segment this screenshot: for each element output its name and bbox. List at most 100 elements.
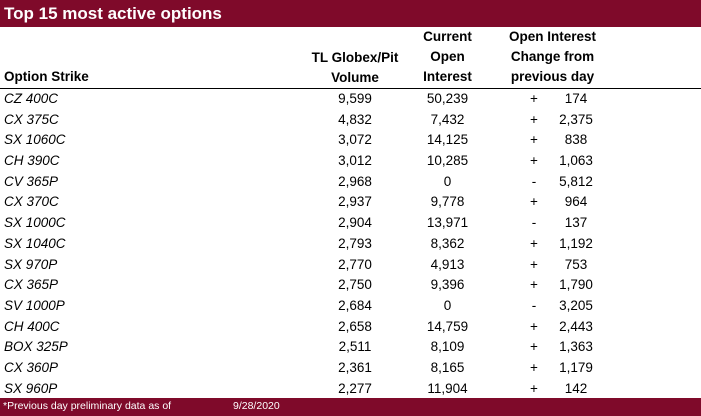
change-sign-cell: - — [531, 297, 537, 313]
option-strike-cell: CH 390C — [4, 153, 60, 169]
table-row: CV 365P 2,968 0 - 5,812 — [0, 172, 701, 193]
oi-change-cell: 2,443 — [559, 318, 593, 334]
option-strike-cell: CH 400C — [4, 318, 60, 334]
volume-cell: 3,072 — [338, 132, 372, 148]
table-row: CH 400C 2,658 14,759 +2,443 — [0, 317, 701, 338]
header-change-line-2: Change from — [510, 49, 595, 64]
volume-cell: 9,599 — [338, 91, 372, 106]
change-sign-cell: + — [530, 235, 538, 251]
header-volume-line-2: Volume — [331, 70, 379, 85]
volume-cell: 2,658 — [338, 318, 372, 334]
open-interest-cell: 8,109 — [430, 339, 465, 355]
table-row: SV 1000P 2,684 0 - 3,205 — [0, 296, 701, 317]
footer-date: 9/28/2020 — [233, 400, 280, 412]
table-row: SX 960P 2,277 11,904 +142 — [0, 379, 701, 400]
oi-change-cell: 964 — [564, 194, 588, 210]
open-interest-cell: 8,165 — [430, 359, 465, 375]
oi-change-cell: 1,179 — [559, 359, 593, 375]
volume-cell: 2,684 — [338, 297, 372, 313]
option-strike-cell: CX 375C — [4, 111, 59, 127]
table-row: SX 1000C 2,904 13,971 - 137 — [0, 213, 701, 234]
table-row: SX 1060C 3,072 14,125 +838 — [0, 130, 701, 151]
header-oi-line-3: Interest — [423, 69, 472, 84]
volume-cell: 2,968 — [338, 173, 372, 189]
oi-change-cell: 2,375 — [559, 111, 593, 127]
volume-cell: 2,904 — [338, 215, 372, 231]
oi-change-cell: 137 — [564, 215, 588, 231]
option-strike-cell: SX 1040C — [4, 235, 66, 251]
oi-change-cell: 1,363 — [559, 339, 593, 355]
volume-cell: 2,793 — [338, 235, 372, 251]
volume-cell: 2,750 — [338, 277, 372, 293]
change-sign-cell: + — [530, 153, 538, 169]
footer-divider — [0, 398, 701, 400]
table-row: CX 370C 2,937 9,778 +964 — [0, 192, 701, 213]
change-sign-cell: + — [530, 318, 538, 334]
open-interest-cell: 7,432 — [430, 111, 465, 127]
footer-note: *Previous day preliminary data as of — [3, 400, 172, 412]
table-row: SX 1040C 2,793 8,362 +1,192 — [0, 234, 701, 255]
change-sign-cell: + — [530, 277, 538, 293]
option-strike-cell: CZ 400C — [4, 91, 59, 106]
options-table-body: CZ 400C 9,599 50,239 +174 CX 375C 4,832 7,432 +… — [0, 89, 701, 399]
header-volume: TL Globex/Pit Volume — [300, 48, 410, 88]
open-interest-cell: 4,913 — [430, 256, 465, 272]
option-strike-cell: CX 360P — [4, 359, 59, 375]
change-sign-cell: + — [530, 339, 538, 355]
change-sign-cell: + — [530, 132, 538, 148]
table-row: CX 375C 4,832 7,432 +2,375 — [0, 110, 701, 131]
table-row: BOX 325P 2,511 8,109 +1,363 — [0, 337, 701, 358]
footer-bar: *Previous day preliminary data as of 9/2… — [0, 400, 701, 416]
open-interest-cell: 14,759 — [426, 318, 469, 334]
option-strike-cell: SX 960P — [4, 380, 58, 396]
oi-change-cell: 3,205 — [559, 297, 593, 313]
volume-cell: 2,361 — [338, 359, 372, 375]
open-interest-cell: 9,396 — [430, 277, 465, 293]
header-oi-line-1: Current — [423, 29, 472, 44]
table-row: CX 365P 2,750 9,396 +1,790 — [0, 275, 701, 296]
open-interest-cell: 10,285 — [426, 153, 469, 169]
oi-change-cell: 838 — [564, 132, 588, 148]
change-sign-cell: + — [530, 111, 538, 127]
option-strike-cell: SX 1060C — [4, 132, 66, 148]
option-strike-cell: SX 1000C — [4, 215, 66, 231]
option-strike-cell: SV 1000P — [4, 297, 65, 313]
option-strike-cell: BOX 325P — [4, 339, 68, 355]
header-volume-line-1: TL Globex/Pit — [311, 50, 399, 65]
header-option-strike: Option Strike — [4, 69, 89, 84]
option-strike-cell: CX 370C — [4, 194, 59, 210]
header-oi-line-2: Open — [430, 49, 465, 64]
volume-cell: 2,770 — [338, 256, 372, 272]
open-interest-cell: 50,239 — [426, 91, 469, 106]
open-interest-cell: 0 — [443, 297, 452, 313]
volume-cell: 2,937 — [338, 194, 372, 210]
header-oi-change: Open Interest Change from previous day — [490, 27, 615, 87]
change-sign-cell: + — [530, 380, 538, 396]
header-divider — [0, 88, 701, 89]
option-strike-cell: SX 970P — [4, 256, 58, 272]
open-interest-cell: 9,778 — [430, 194, 465, 210]
change-sign-cell: - — [531, 215, 537, 231]
header-change-line-3: previous day — [510, 69, 595, 84]
open-interest-cell: 13,971 — [426, 215, 469, 231]
table-row: CX 360P 2,361 8,165 +1,179 — [0, 358, 701, 379]
table-row: CH 390C 3,012 10,285 +1,063 — [0, 151, 701, 172]
oi-change-cell: 753 — [564, 256, 588, 272]
option-strike-cell: CV 365P — [4, 173, 59, 189]
header-change-line-1: Open Interest — [508, 29, 597, 44]
volume-cell: 2,511 — [338, 339, 372, 355]
open-interest-cell: 11,904 — [427, 380, 468, 396]
open-interest-cell: 8,362 — [430, 235, 465, 251]
oi-change-cell: 174 — [564, 91, 588, 106]
oi-change-cell: 142 — [564, 380, 588, 396]
table-title: Top 15 most active options — [0, 0, 701, 27]
volume-cell: 2,277 — [338, 380, 372, 396]
change-sign-cell: + — [530, 256, 538, 272]
change-sign-cell: + — [530, 194, 538, 210]
oi-change-cell: 1,063 — [559, 153, 593, 169]
volume-cell: 3,012 — [338, 153, 372, 169]
change-sign-cell: + — [530, 359, 538, 375]
option-strike-cell: CX 365P — [4, 277, 59, 293]
change-sign-cell: + — [530, 91, 538, 106]
open-interest-cell: 14,125 — [426, 132, 469, 148]
